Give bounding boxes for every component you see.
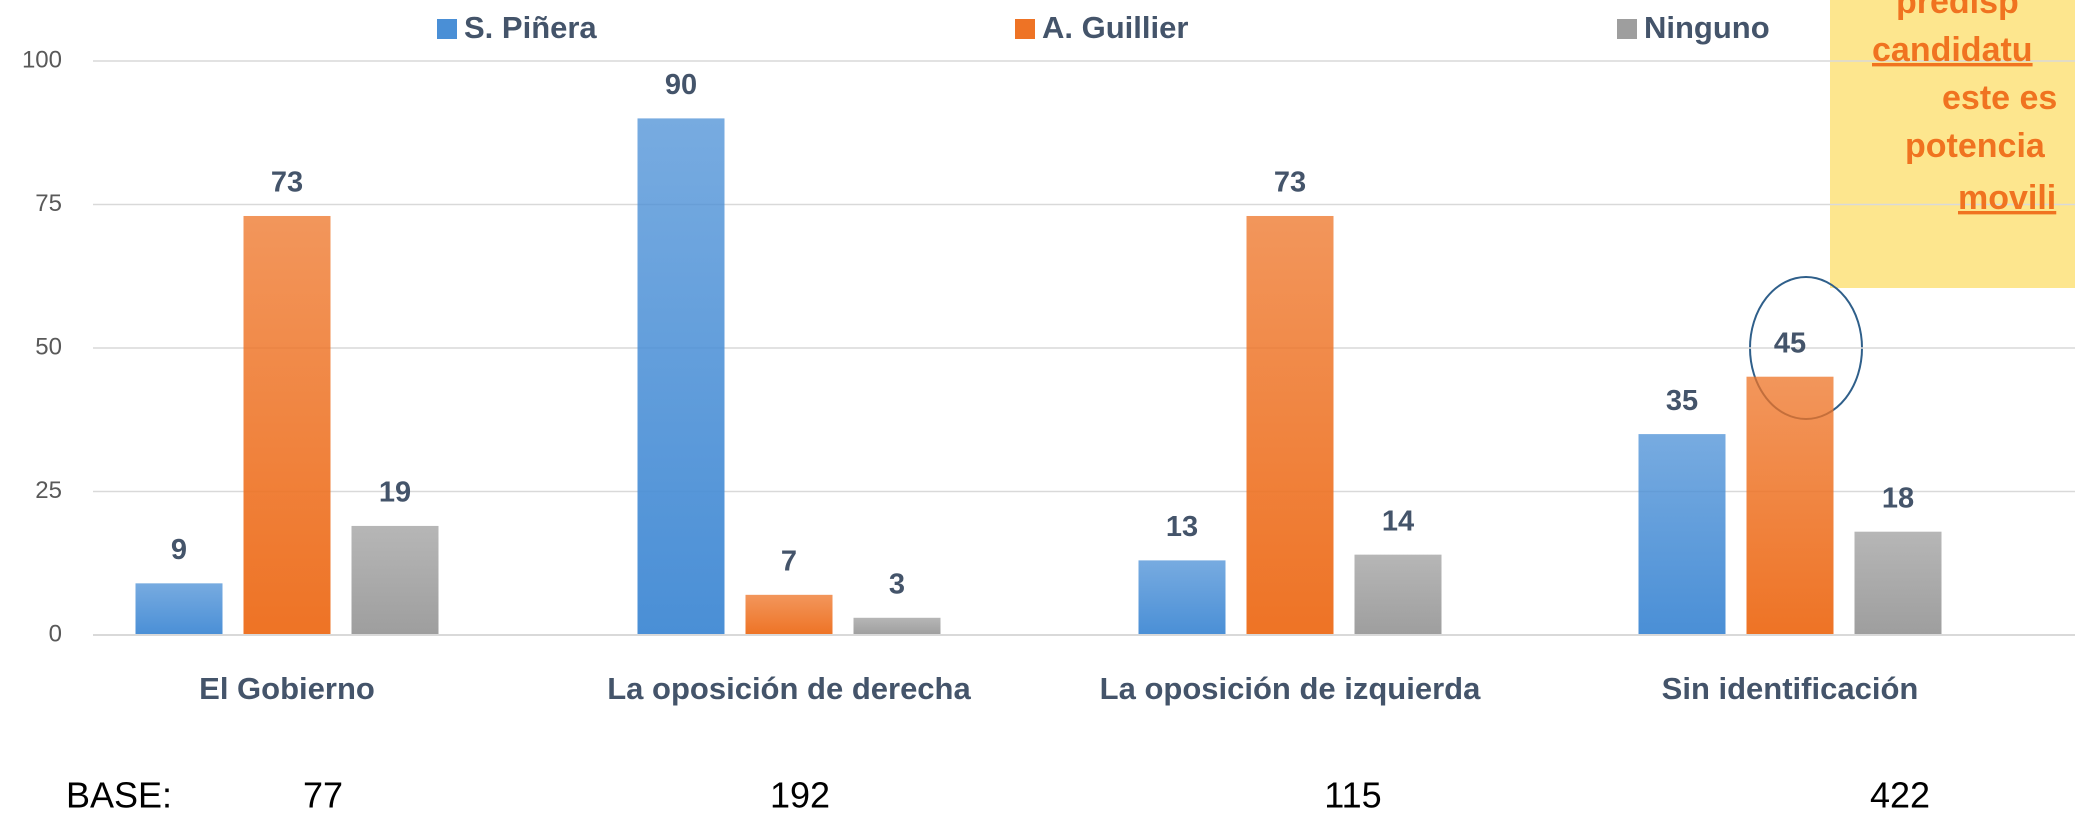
- data-label: 18: [1882, 482, 1914, 514]
- annotation-line: potencia: [1905, 127, 2046, 165]
- y-tick-label: 100: [22, 46, 62, 73]
- data-label: 19: [379, 477, 411, 509]
- base-value: 192: [770, 775, 830, 816]
- base-label: BASE:: [66, 775, 172, 816]
- y-tick-label: 50: [35, 333, 62, 360]
- x-tick-label: El Gobierno: [199, 671, 375, 706]
- bar: [853, 617, 941, 635]
- bar: [1746, 376, 1834, 635]
- data-label: 14: [1382, 505, 1414, 537]
- data-label: 9: [171, 534, 187, 566]
- annotation-line: movili: [1958, 179, 2056, 217]
- annotation-line: candidatu: [1872, 31, 2033, 69]
- bar: [637, 118, 725, 635]
- x-tick-label: La oposición de izquierda: [1100, 671, 1481, 706]
- annotation-line: este es: [1942, 79, 2057, 117]
- legend-label: Ninguno: [1644, 10, 1770, 45]
- data-label: 13: [1166, 511, 1198, 543]
- bar: [745, 594, 833, 635]
- data-label: 73: [1274, 167, 1306, 199]
- bar: [1638, 434, 1726, 635]
- bar: [1138, 560, 1226, 635]
- bar: [135, 583, 223, 635]
- x-tick-label: Sin identificación: [1662, 671, 1919, 706]
- annotation-box: [1830, 0, 2075, 288]
- x-tick-label: La oposición de derecha: [607, 671, 971, 706]
- data-label: 3: [889, 568, 905, 600]
- legend-label: S. Piñera: [464, 10, 597, 45]
- bar: [243, 215, 331, 636]
- legend-swatch: [1617, 19, 1637, 39]
- y-tick-label: 25: [35, 477, 62, 504]
- data-label: 90: [665, 69, 697, 101]
- y-tick-label: 0: [49, 620, 62, 647]
- annotation-line: predisp: [1896, 0, 2019, 21]
- base-value: 77: [303, 775, 343, 816]
- bar: [1246, 215, 1334, 636]
- bar: [1354, 554, 1442, 635]
- base-value: 115: [1324, 775, 1381, 816]
- legend-label: A. Guillier: [1042, 10, 1188, 45]
- base-value: 422: [1870, 775, 1930, 816]
- legend-swatch: [1015, 19, 1035, 39]
- y-tick-label: 75: [35, 190, 62, 217]
- data-label: 35: [1666, 385, 1698, 417]
- data-label: 7: [781, 545, 797, 577]
- bar: [351, 525, 439, 635]
- bar: [1854, 531, 1942, 635]
- data-label: 73: [271, 167, 303, 199]
- legend-swatch: [437, 19, 457, 39]
- data-label: 45: [1774, 327, 1806, 359]
